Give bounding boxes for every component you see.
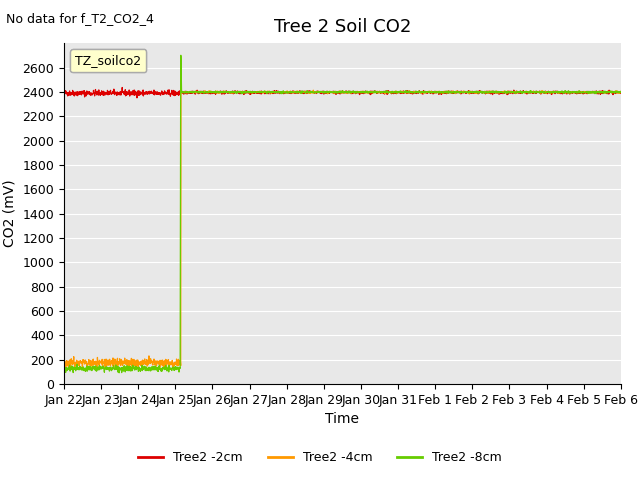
Tree2 -4cm (317, 89, 324, 95)
Tree2 -2cm (617, 90, 625, 96)
Tree2 -8cm (602, 90, 609, 96)
Tree2 -8cm (617, 89, 625, 95)
Tree2 -4cm (60, 361, 68, 367)
Line: Tree2 -8cm: Tree2 -8cm (64, 55, 621, 373)
Tree2 -8cm (115, 370, 123, 376)
Tree2 -2cm (317, 90, 324, 96)
Tree2 -4cm (89, 357, 97, 363)
Tree2 -2cm (499, 91, 507, 96)
Tree2 -2cm (118, 84, 126, 90)
Tree2 -4cm (67, 366, 74, 372)
Tree2 -2cm (60, 89, 68, 95)
Legend: Tree2 -2cm, Tree2 -4cm, Tree2 -8cm: Tree2 -2cm, Tree2 -4cm, Tree2 -8cm (133, 446, 507, 469)
Tree2 -8cm (317, 89, 324, 95)
Legend: TZ_soilco2: TZ_soilco2 (70, 49, 147, 72)
Y-axis label: CO2 (mV): CO2 (mV) (3, 180, 17, 247)
Tree2 -8cm (60, 367, 68, 372)
Tree2 -4cm (332, 89, 339, 95)
Tree2 -2cm (602, 90, 609, 96)
Title: Tree 2 Soil CO2: Tree 2 Soil CO2 (274, 18, 411, 36)
Tree2 -8cm (601, 88, 609, 94)
Tree2 -8cm (88, 363, 96, 369)
Tree2 -8cm (177, 52, 184, 58)
Tree2 -4cm (310, 87, 317, 93)
Tree2 -4cm (602, 90, 609, 96)
Text: No data for f_T2_CO2_4: No data for f_T2_CO2_4 (6, 12, 154, 25)
X-axis label: Time: Time (325, 412, 360, 426)
Tree2 -2cm (133, 95, 141, 101)
Tree2 -4cm (601, 90, 609, 96)
Tree2 -2cm (332, 90, 339, 96)
Tree2 -2cm (88, 91, 96, 96)
Line: Tree2 -4cm: Tree2 -4cm (64, 90, 621, 369)
Tree2 -2cm (601, 89, 609, 95)
Tree2 -8cm (332, 89, 339, 95)
Tree2 -8cm (499, 89, 507, 95)
Tree2 -4cm (499, 90, 507, 96)
Line: Tree2 -2cm: Tree2 -2cm (64, 87, 621, 98)
Tree2 -4cm (617, 89, 625, 95)
